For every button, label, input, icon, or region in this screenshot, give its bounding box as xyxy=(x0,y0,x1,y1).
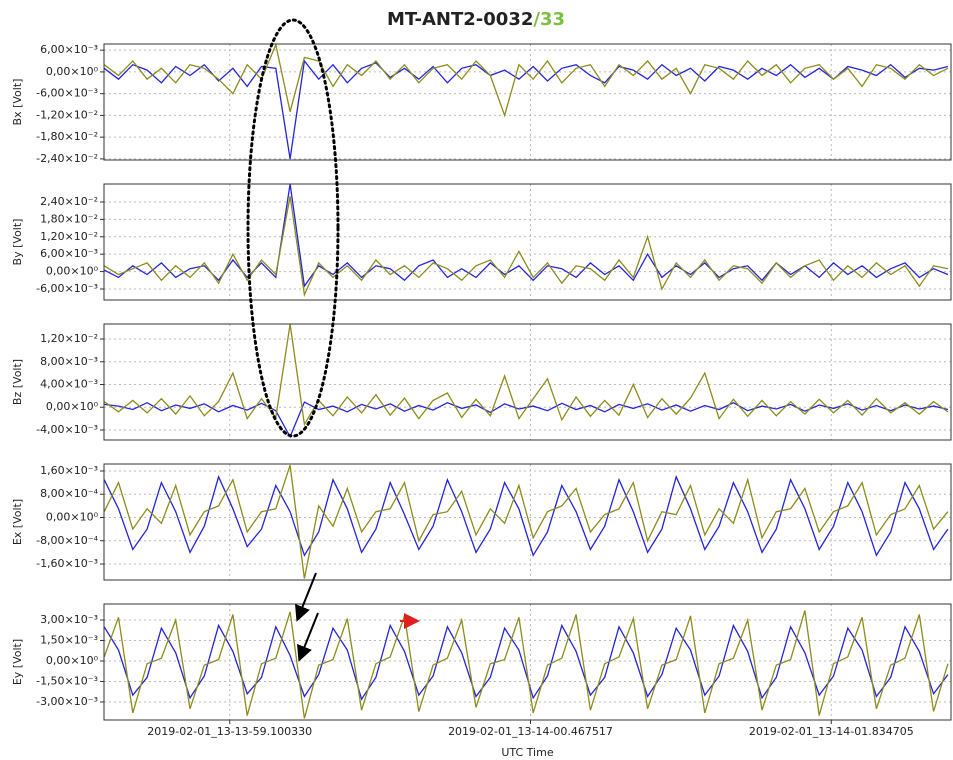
y-tick-label: 6,00×10⁻³ xyxy=(40,247,98,260)
x-tick-label: 2019-02-01_13-14-01.834705 xyxy=(749,725,914,738)
x-axis-label: UTC Time xyxy=(501,746,553,759)
y-tick-label: -6,00×10⁻³ xyxy=(36,282,98,295)
y-tick-label: 1,60×10⁻³ xyxy=(40,464,98,477)
series-line xyxy=(103,324,949,427)
y-tick-label: 8,00×10⁻³ xyxy=(40,355,98,368)
y-tick-label: 0,00×10⁰ xyxy=(46,510,99,523)
y-tick-label: 0,00×10⁰ xyxy=(46,400,99,413)
series-line xyxy=(103,623,949,701)
y-tick-label: 3,00×10⁻³ xyxy=(40,613,98,626)
y-tick-label: 8,00×10⁻⁴ xyxy=(40,487,99,500)
y-tick-label: 1,50×10⁻³ xyxy=(40,633,98,646)
y-tick-label: 0,00×10⁰ xyxy=(46,65,99,78)
y-axis-label: Ex [Volt] xyxy=(11,499,24,545)
y-axis-label: Bz [Volt] xyxy=(11,359,24,405)
y-tick-label: -3,00×10⁻³ xyxy=(36,695,98,708)
series-line xyxy=(103,464,949,579)
highlight-ellipse xyxy=(246,18,340,438)
y-axis-label: Ey [Volt] xyxy=(11,639,24,685)
y-tick-label: 2,40×10⁻² xyxy=(40,195,98,208)
y-tick-label: 1,20×10⁻² xyxy=(40,230,98,243)
y-tick-label: -1,20×10⁻² xyxy=(36,108,98,121)
y-tick-label: -4,00×10⁻³ xyxy=(36,423,98,436)
y-tick-label: 4,00×10⁻³ xyxy=(40,378,98,391)
series-line xyxy=(103,196,949,298)
plot-frame xyxy=(103,43,952,161)
y-tick-label: -8,00×10⁻⁴ xyxy=(36,534,98,547)
annotation-arrow xyxy=(295,572,317,622)
plot-frame xyxy=(103,183,952,301)
plot-frame xyxy=(103,463,952,581)
series-line xyxy=(103,474,949,557)
y-tick-label: -1,80×10⁻² xyxy=(36,130,98,143)
plot-frame xyxy=(103,603,952,721)
y-tick-label: -1,60×10⁻³ xyxy=(36,557,98,570)
annotation-arrow xyxy=(297,612,319,662)
plots: 6,00×10⁻³ 0,00×10⁰ -6,00×10⁻³ -1,20×10⁻² -1,… xyxy=(11,42,952,759)
y-tick-label: -2,40×10⁻² xyxy=(36,152,98,165)
series-line xyxy=(103,59,949,160)
y-tick-label: -1,50×10⁻³ xyxy=(36,674,98,687)
y-tick-label: -6,00×10⁻³ xyxy=(36,87,98,100)
y-tick-label: 1,20×10⁻² xyxy=(40,332,98,345)
title-main: MT-ANT2-0032 xyxy=(387,9,533,30)
y-tick-label: 1,80×10⁻² xyxy=(40,212,98,225)
y-tick-label: 6,00×10⁻³ xyxy=(40,43,98,56)
chart-title: MT-ANT2-0032/33 xyxy=(387,9,565,30)
series-line xyxy=(103,42,949,118)
y-axis-label: By [Volt] xyxy=(11,219,24,266)
y-axis-label: Bx [Volt] xyxy=(11,79,24,126)
plot-frame xyxy=(103,323,952,441)
series-line xyxy=(103,610,949,719)
series-line xyxy=(103,183,949,288)
x-tick-label: 2019-02-01_13-13-59.100330 xyxy=(147,725,312,738)
x-tick-label: 2019-02-01_13-14-00.467517 xyxy=(448,725,613,738)
y-tick-label: 0,00×10⁰ xyxy=(46,265,99,278)
y-tick-label: 0,00×10⁰ xyxy=(46,654,99,667)
title-suffix: /33 xyxy=(533,9,565,30)
